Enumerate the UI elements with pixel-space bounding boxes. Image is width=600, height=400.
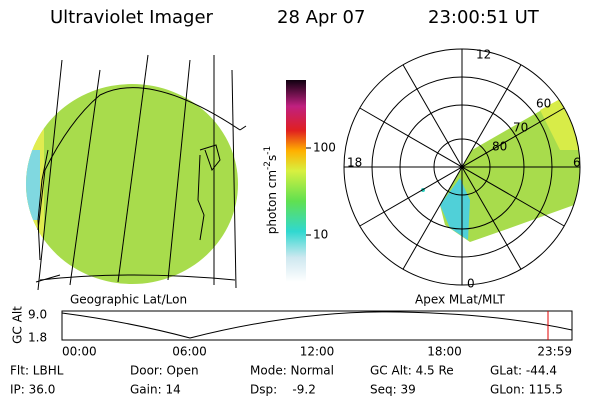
x-tick-label: 18:00 [427,345,462,359]
info-field: Mode: Normal [250,364,334,378]
x-tick-label: 00:00 [62,345,97,359]
geo-grid [35,54,247,291]
info-field: Gain: 14 [130,383,181,397]
y-tick-label: 1.8 [28,331,47,345]
x-tick-label: 06:00 [172,345,207,359]
panel-label: Apex MLat/MLT [415,293,505,307]
mlt-label: 0 [467,277,475,291]
info-field: Dsp: -9.2 [250,383,316,397]
info-field: IP: 36.0 [10,383,55,397]
longitude [231,69,237,289]
date: 28 Apr 07 [277,7,365,28]
colorbar [286,80,306,282]
info-field: Door: Open [130,364,199,378]
title: Ultraviolet Imager [50,7,214,28]
panel-label: Geographic Lat/Lon [70,293,187,307]
mlat-label: 60 [536,97,551,111]
time: 23:00:51 UT [428,7,540,28]
unit: s [265,155,279,161]
longitude [37,59,63,291]
info-field: GC Alt: 4.5 Re [370,364,454,378]
colorbar-tick-label: 100 [313,141,336,155]
info-field: Flt: LBHL [10,364,64,378]
mlat-label: 70 [513,121,528,135]
unit: photon cm [265,170,279,234]
longitude [167,59,191,281]
unit-exp: -1 [263,146,273,155]
image-edge [26,150,40,220]
mlt-label: 12 [476,48,491,62]
x-tick-label: 23:59 [537,345,572,359]
colorbar-label: photon cm-2s-1 [263,146,279,235]
y-tick-label: 9.0 [28,308,47,322]
x-ticks: 00:00 06:00 12:00 18:00 23:59 [62,345,572,359]
altitude-curve [61,311,573,339]
x-tick-label: 12:00 [300,345,335,359]
mlt-label: 6 [573,156,581,170]
info: Flt: LBHL IP: 36.0 Door: Open Gain: 14 Mode:… [10,364,563,397]
polar-grid [343,48,581,286]
uv-image [26,84,238,284]
colorbar-tick-label: 10 [313,228,328,242]
info-field: Seq: 39 [370,383,416,397]
unit-exp: -2 [263,161,273,170]
mlt-line [359,107,565,227]
info-field: GLat: -44.4 [490,364,557,378]
mlat-label: 80 [492,140,507,154]
coastline [35,87,247,283]
info-field: GLon: 115.5 [490,383,563,397]
coastline [37,149,205,261]
longitude [69,69,101,286]
altitude-label: GC Alt [11,306,25,344]
altitude-frame [61,310,573,341]
longitude [117,54,149,283]
mlt-label: 18 [347,156,362,170]
